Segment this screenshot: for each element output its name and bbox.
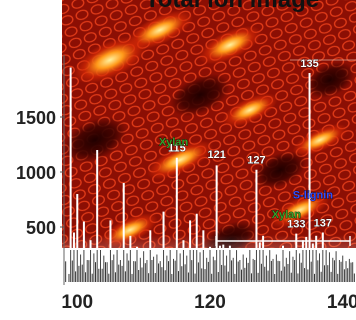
y-tick-label: 1500 bbox=[16, 108, 56, 128]
total-ion-image bbox=[62, 0, 356, 275]
peak-label: 137 bbox=[314, 217, 332, 229]
compound-annotation: Xylan bbox=[159, 137, 189, 149]
x-tick-label: 120 bbox=[194, 292, 226, 313]
compound-annotation: S-lignin bbox=[293, 189, 334, 201]
y-tick-label: 500 bbox=[26, 218, 56, 238]
image-title: Total ion image bbox=[145, 0, 319, 13]
peak-label: 133 bbox=[287, 218, 305, 230]
peak-label: 115 bbox=[168, 143, 186, 155]
compound-annotation: Xylan bbox=[272, 209, 302, 221]
x-tick-label: 140 bbox=[327, 292, 356, 313]
peak-label: 121 bbox=[207, 149, 225, 161]
y-tick-label: 1000 bbox=[16, 163, 56, 183]
range-bracket bbox=[215, 236, 351, 246]
baseline-comb bbox=[65, 250, 355, 282]
peak-label: 135 bbox=[300, 58, 318, 70]
x-tick-label: 100 bbox=[61, 292, 93, 313]
peak-label: 127 bbox=[247, 155, 265, 167]
